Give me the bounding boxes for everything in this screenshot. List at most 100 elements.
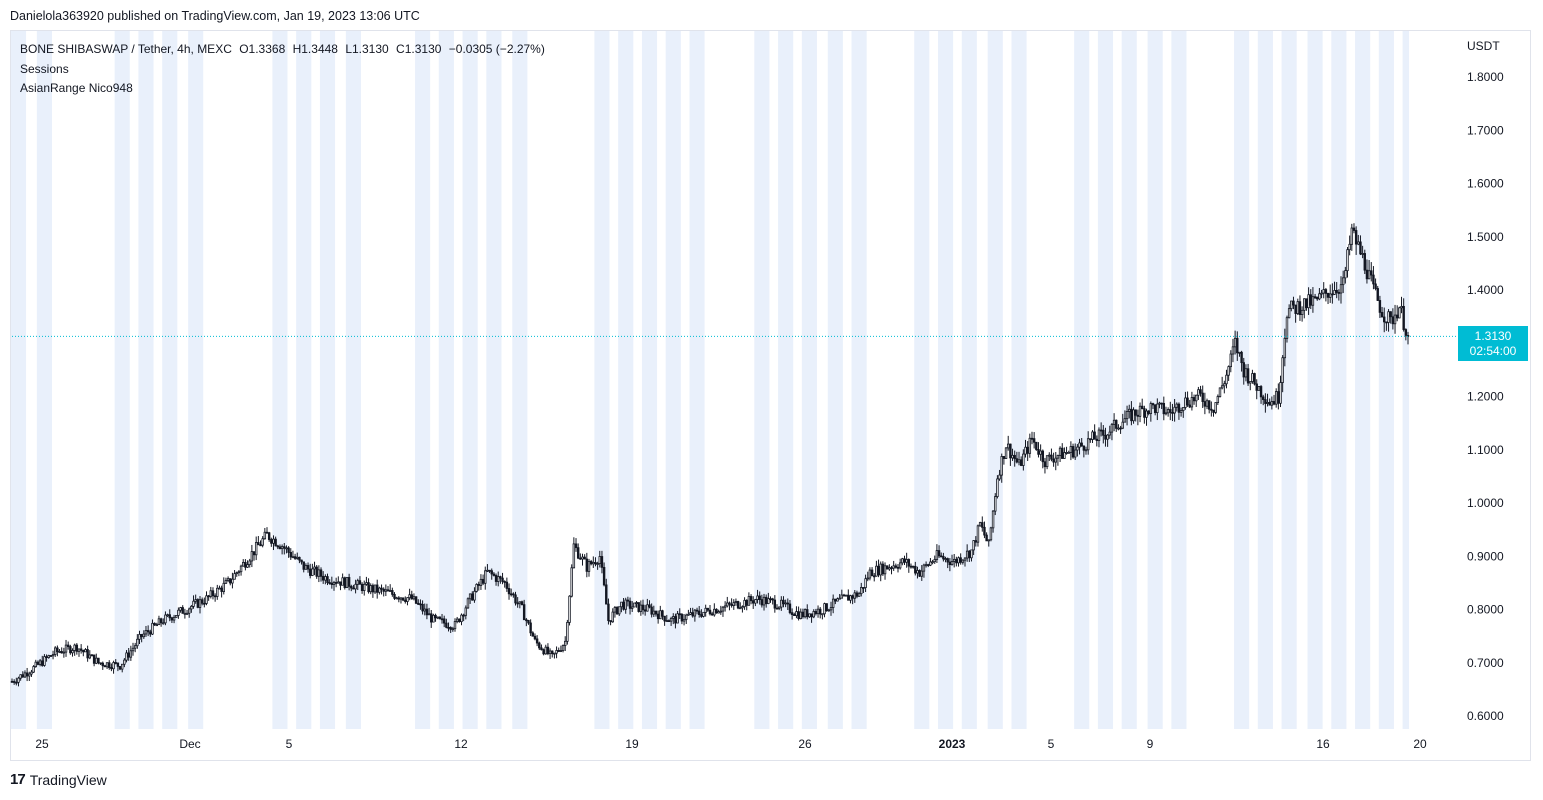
candle-body: [1009, 443, 1012, 459]
candle-body: [598, 556, 601, 564]
indicator-asian-range[interactable]: AsianRange Nico948: [20, 81, 133, 95]
candle-body: [291, 556, 295, 559]
candle-body: [1078, 442, 1081, 448]
candle-body: [1262, 396, 1265, 400]
candle-body: [453, 621, 457, 630]
candle-body: [350, 585, 353, 589]
candle-body: [401, 597, 405, 601]
session-band: [1355, 31, 1371, 729]
candle-body: [561, 645, 565, 651]
candle-body: [334, 582, 338, 584]
candle-body: [576, 547, 580, 559]
candle-body: [15, 681, 18, 684]
candle-body: [628, 600, 632, 609]
candle-body: [903, 558, 906, 563]
session-band: [827, 31, 843, 729]
candle-body: [391, 590, 394, 595]
candle-body: [224, 580, 228, 584]
candle-body: [605, 584, 608, 605]
candle-body: [1337, 292, 1341, 294]
candle-body: [1257, 386, 1261, 391]
candle-body: [592, 562, 595, 565]
candle-body: [231, 578, 234, 584]
candle-body: [146, 630, 150, 633]
candle-body: [233, 573, 236, 580]
candle-body: [1041, 450, 1045, 463]
candle-body: [594, 562, 597, 565]
candle-body: [1182, 407, 1185, 411]
candle-body: [838, 597, 841, 600]
candle-body: [1134, 409, 1137, 416]
candle-body: [47, 655, 50, 658]
candle-body: [116, 662, 120, 667]
candle-body: [92, 654, 96, 664]
candle-body: [218, 587, 221, 590]
candle-body: [741, 606, 744, 609]
symbol-line[interactable]: BONE SHIBASWAP / Tether, 4h, MEXC O1.336…: [20, 40, 549, 60]
candle-body: [505, 581, 509, 589]
candle-body: [749, 596, 753, 602]
candle-body: [1084, 449, 1088, 452]
session-band: [1281, 31, 1297, 729]
candle-body: [1130, 408, 1133, 422]
candle-body: [531, 632, 535, 637]
candle-body: [213, 595, 217, 598]
candle-body: [365, 582, 368, 585]
candle-body: [337, 581, 340, 584]
candle-body: [994, 496, 997, 512]
x-tick-label: 5: [1048, 737, 1055, 751]
candle-body: [922, 564, 926, 572]
candle-body: [466, 598, 470, 609]
candle-body: [1236, 337, 1239, 354]
symbol-name[interactable]: BONE SHIBASWAP / Tether, 4h, MEXC: [20, 42, 232, 56]
candle-body: [1309, 294, 1312, 306]
candle-body: [514, 594, 517, 604]
candle-body: [28, 673, 31, 677]
candle-body: [278, 546, 282, 550]
y-axis-title: USDT: [1467, 39, 1500, 53]
candle-body: [10, 680, 14, 683]
candle-body: [851, 595, 854, 599]
candle-body: [1238, 351, 1241, 354]
candle-body: [672, 616, 675, 619]
candle-body: [1225, 374, 1228, 385]
indicator-sessions[interactable]: Sessions: [20, 61, 69, 76]
candle-body: [499, 576, 502, 579]
footer-branding[interactable]: 17 TradingView: [10, 771, 107, 788]
candle-body: [274, 538, 277, 547]
candle-body: [587, 561, 591, 572]
candle-body: [1268, 402, 1271, 406]
candle-body: [1214, 402, 1217, 413]
y-tick-label: 1.2000: [1467, 390, 1504, 404]
candle-body: [1240, 351, 1243, 364]
candle-body: [769, 598, 772, 601]
candle-body: [555, 650, 558, 654]
chart-frame[interactable]: [10, 30, 1531, 761]
candle-body: [801, 611, 805, 618]
candle-body: [780, 599, 783, 608]
candle-body: [445, 622, 448, 628]
candle-body: [378, 587, 381, 593]
candle-body: [149, 631, 152, 635]
candle-body: [32, 666, 35, 673]
open-value: O1.3368: [239, 42, 286, 56]
candle-body: [36, 661, 40, 665]
candle-body: [259, 544, 262, 547]
candle-body: [142, 633, 146, 638]
session-band: [319, 31, 336, 729]
candle-body: [529, 622, 532, 634]
candle-body: [689, 612, 692, 615]
candle-body: [955, 558, 958, 564]
candle-body: [950, 561, 954, 566]
candle-body: [1080, 442, 1083, 447]
candle-body: [1294, 304, 1297, 314]
candle-body: [110, 667, 113, 670]
x-tick-label: 9: [1147, 737, 1154, 751]
candle-body: [462, 614, 465, 617]
candle-body: [1015, 458, 1019, 463]
candle-body: [641, 604, 645, 611]
candle-body: [347, 577, 351, 587]
candle-body: [816, 608, 820, 615]
candle-body: [860, 587, 863, 595]
